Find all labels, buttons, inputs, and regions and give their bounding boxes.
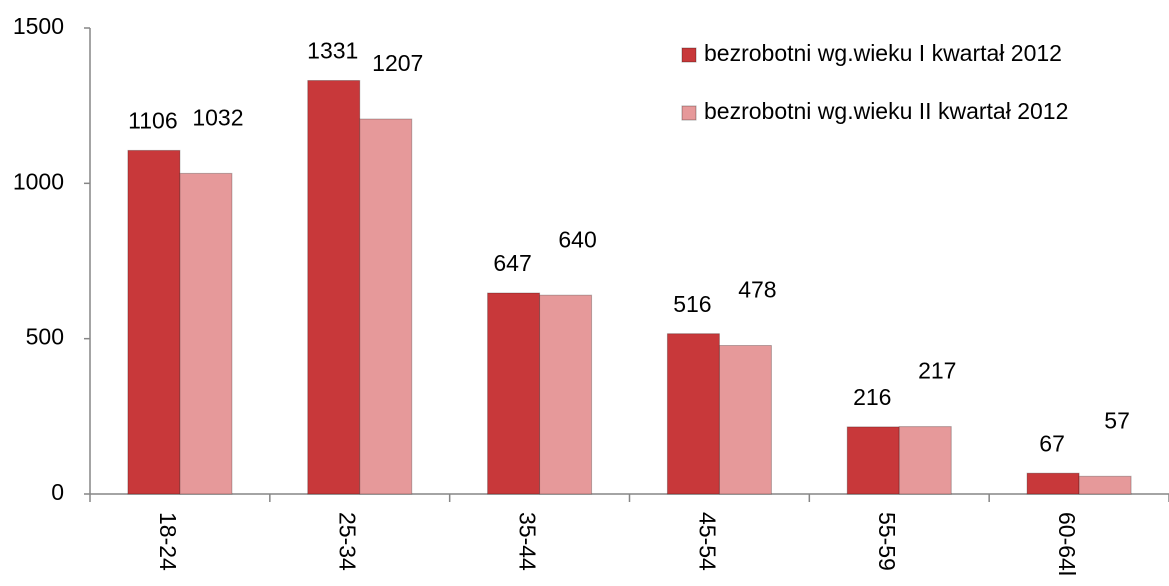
- bar: [359, 118, 413, 495]
- bar: [539, 294, 593, 495]
- bar: [718, 345, 772, 495]
- legend-swatch: [681, 105, 697, 121]
- data-label: 216: [853, 384, 891, 410]
- bar: [307, 80, 361, 495]
- data-label: 640: [558, 226, 596, 252]
- legend-label: bezrobotni wg.wieku I kwartał 2012: [704, 40, 1062, 66]
- data-label: 57: [1104, 407, 1130, 433]
- data-label: 478: [738, 277, 776, 303]
- data-label: 67: [1039, 430, 1065, 456]
- bar: [1078, 475, 1132, 495]
- x-tick-label: 35-44: [515, 512, 541, 571]
- y-tick-label: 500: [26, 324, 64, 350]
- bar: [1026, 472, 1080, 495]
- x-tick-label: 55-59: [874, 512, 900, 571]
- bar: [846, 426, 900, 495]
- data-label: 217: [918, 358, 956, 384]
- data-label: 516: [673, 291, 711, 317]
- data-label: 1106: [128, 107, 177, 133]
- bar: [487, 292, 541, 495]
- data-label: 1032: [192, 104, 243, 130]
- x-tick-label: 45-54: [694, 512, 720, 571]
- y-tick-label: 0: [51, 479, 64, 505]
- data-label: 1331: [307, 38, 358, 64]
- legend-swatch: [681, 47, 697, 63]
- y-tick-label: 1500: [13, 13, 64, 39]
- bar: [898, 426, 952, 495]
- bar: [127, 149, 181, 495]
- data-label: 647: [493, 250, 531, 276]
- x-tick-label: 25-34: [335, 512, 361, 571]
- legend-label: bezrobotni wg.wieku II kwartał 2012: [704, 98, 1068, 124]
- data-label: 1207: [372, 50, 423, 76]
- x-tick-label: 60-64l: [1054, 512, 1080, 576]
- bar: [179, 172, 233, 495]
- bar: [666, 333, 720, 495]
- x-tick-label: 18-24: [155, 512, 181, 571]
- y-tick-label: 1000: [13, 168, 64, 194]
